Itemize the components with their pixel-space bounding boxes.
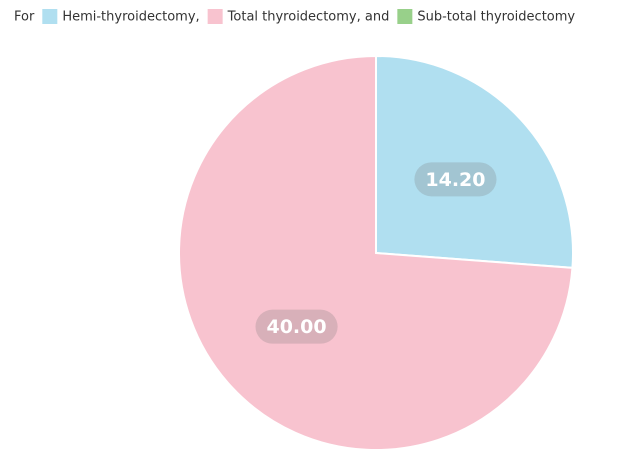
value-label-bg bbox=[414, 162, 497, 197]
pie-slice bbox=[178, 54, 574, 451]
pie-slice bbox=[375, 54, 574, 269]
legend-swatch bbox=[397, 9, 413, 24]
legend-label: Sub-total thyroidectomy bbox=[417, 10, 575, 25]
legend-prefix: For bbox=[14, 10, 35, 25]
value-label-bg bbox=[255, 309, 338, 344]
value-label: 14.20 bbox=[425, 169, 485, 191]
value-label: 40.00 bbox=[266, 316, 326, 338]
legend-swatch bbox=[207, 9, 223, 24]
legend-swatch bbox=[42, 9, 58, 24]
legend-label: Hemi-thyroidectomy, bbox=[62, 10, 199, 25]
legend-label: Total thyroidectomy, and bbox=[227, 10, 390, 25]
